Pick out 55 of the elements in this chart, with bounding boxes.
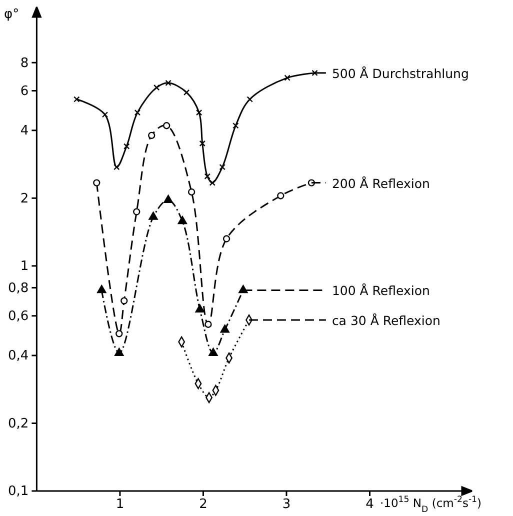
point: [199, 140, 206, 147]
point: [148, 212, 158, 220]
point: [114, 348, 124, 356]
y-tick-label: 8: [20, 56, 29, 71]
point: [219, 164, 226, 170]
point: [120, 297, 128, 304]
legend-label: 200 Å Reflexion: [332, 176, 430, 191]
point: [246, 96, 253, 102]
point: [277, 192, 284, 200]
point: [134, 109, 141, 116]
point: [222, 235, 230, 242]
point: [74, 96, 80, 102]
y-tick-label: 1: [20, 259, 29, 274]
point: [195, 304, 205, 312]
y-tick-label: 6: [20, 84, 29, 99]
point: [188, 188, 196, 196]
point: [164, 194, 173, 204]
y-tick-label: 2: [20, 191, 29, 206]
point: [116, 330, 123, 338]
point: [284, 74, 290, 81]
y-tick-label: 4: [20, 124, 29, 139]
y-tick-label: 0,6: [8, 309, 29, 324]
legend-label: 500 Å Durchstrahlung: [332, 66, 469, 81]
text: ·10$^{15}$ N$_{D}$ (cm$^{-2}$s$^{-1}$): [380, 495, 482, 515]
point: [114, 164, 120, 170]
point: [178, 216, 188, 224]
point: [97, 284, 106, 294]
text: 100 Å Reflexion: [332, 283, 430, 298]
point: [102, 112, 108, 118]
point: [165, 80, 172, 86]
y-axis-title: φ°: [4, 7, 20, 22]
point: [153, 84, 160, 91]
text: ca 30 Å Reflexion: [332, 313, 440, 328]
x-tick-label: 1: [116, 497, 124, 512]
x-tick-label: 3: [282, 497, 291, 512]
point: [196, 109, 202, 116]
point: [204, 173, 210, 180]
point: [124, 143, 130, 150]
point: [220, 324, 230, 333]
y-tick-label: 0,2: [8, 416, 29, 432]
point: [163, 122, 170, 130]
point: [133, 208, 140, 216]
point: [209, 180, 216, 186]
y-tick-label: 0,1: [8, 484, 29, 500]
x-tick-label: 4: [366, 497, 374, 512]
point: [312, 70, 318, 76]
point: [93, 179, 100, 186]
point: [148, 132, 156, 139]
y-tick-label: 0,8: [8, 280, 29, 296]
point: [204, 320, 212, 328]
point: [208, 348, 218, 356]
point: [183, 89, 190, 96]
point: [232, 122, 239, 129]
y-tick-label: 0,4: [8, 348, 29, 364]
x-tick-label: 2: [199, 497, 208, 512]
